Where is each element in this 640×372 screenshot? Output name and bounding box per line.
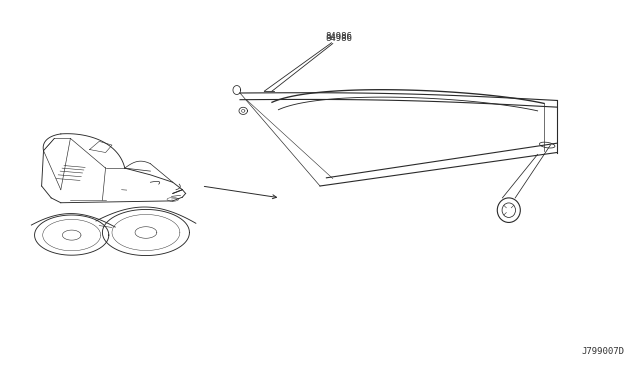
Text: 84986: 84986: [325, 32, 352, 41]
Text: 84986: 84986: [325, 34, 352, 43]
Text: J799007D: J799007D: [581, 347, 624, 356]
